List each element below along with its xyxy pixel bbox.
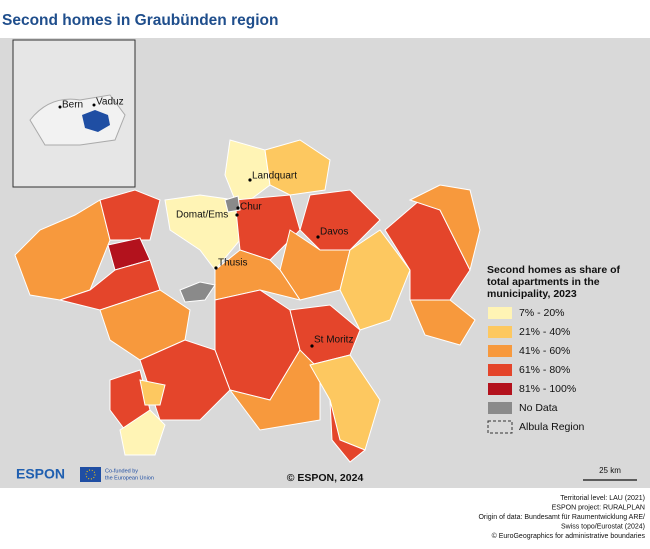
place-label: Landquart: [252, 171, 297, 182]
inset-dot: [58, 105, 62, 109]
legend-swatch: [488, 402, 512, 414]
municipality: [409, 299, 476, 346]
legend-swatch: [488, 383, 512, 395]
places: Landquart Chur Domat/Ems Davos Thusis St Mori…: [176, 171, 353, 348]
municipality: [179, 281, 216, 303]
map-title: Second homes in Graubünden region: [2, 12, 278, 29]
inset-region: [82, 110, 110, 132]
municipality: [408, 184, 481, 272]
inset-label: Bern: [62, 100, 83, 111]
place-dot: [235, 213, 239, 217]
legend-title: municipality, 2023: [487, 288, 577, 300]
legend-label: 61% - 80%: [519, 364, 570, 376]
legend-swatch: [488, 345, 512, 357]
municipality: [329, 399, 366, 463]
legend-swatch: [488, 326, 512, 338]
logo-name: ESPON: [16, 466, 65, 482]
legend-label: No Data: [519, 402, 558, 414]
eu-flag: [80, 467, 101, 482]
place-label: St Moritz: [314, 335, 353, 346]
municipality: [339, 229, 411, 331]
place-dot: [214, 266, 218, 270]
place-label: Domat/Ems: [176, 210, 228, 221]
footer-line: Territorial level: LAU (2021): [560, 495, 645, 502]
footer-line: Origin of data: Bundesamt für Raumentwic…: [478, 514, 645, 521]
footer-line: ESPON project: RURALPLAN: [552, 504, 645, 511]
municipality: [99, 189, 161, 241]
municipality: [264, 139, 331, 196]
legend-swatch: [488, 307, 512, 319]
legend-label: 41% - 60%: [519, 345, 570, 357]
place-label: Thusis: [218, 258, 247, 269]
regions: [14, 139, 481, 463]
municipality: [119, 409, 166, 456]
place-label: Chur: [240, 202, 262, 213]
legend-title: Second homes as share of: [487, 264, 621, 276]
legend-label: 81% - 100%: [519, 383, 576, 395]
legend-label: Albula Region: [519, 421, 585, 433]
credit: © ESPON, 2024: [287, 472, 364, 484]
legend-swatch: [487, 420, 513, 434]
place-label: Davos: [320, 227, 348, 238]
cofund-text: the European Union: [105, 475, 154, 481]
legend-title: total apartments in the: [487, 276, 600, 288]
legend-swatch: [488, 364, 512, 376]
scale-label: 25 km: [599, 466, 621, 475]
footer-line: © EuroGeographics for administrative bou…: [492, 532, 646, 540]
place-dot: [316, 235, 320, 239]
footer: Territorial level: LAU (2021) ESPON proje…: [478, 495, 645, 540]
footer-line: Swiss topo/Eurostat (2024): [561, 523, 645, 530]
municipality: [164, 194, 241, 271]
legend-label: 21% - 40%: [519, 326, 570, 338]
municipality: [234, 194, 301, 261]
inset-label: Vaduz: [96, 97, 124, 108]
cofund-text: Co-funded by: [105, 468, 138, 474]
inset-country: [29, 94, 126, 146]
inset-dot: [92, 103, 96, 107]
eu-stars: [85, 469, 96, 480]
place-dot: [310, 344, 314, 348]
place-dot: [236, 206, 240, 210]
place-dot: [248, 178, 252, 182]
municipality: [224, 195, 241, 213]
legend-label: 7% - 20%: [519, 307, 565, 319]
municipality: [139, 379, 166, 406]
